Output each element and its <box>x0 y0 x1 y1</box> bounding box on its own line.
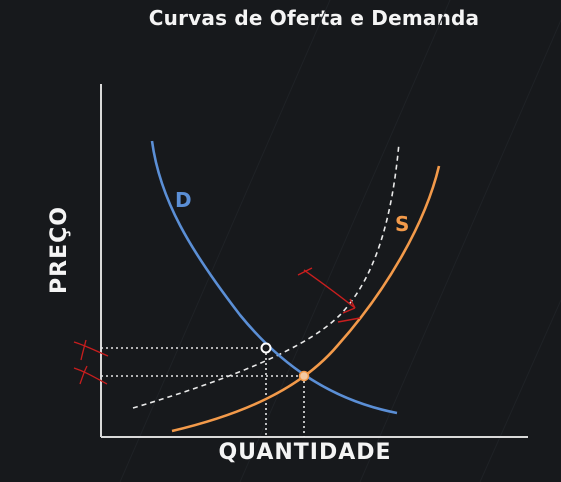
demand-curve <box>150 140 398 415</box>
equilibrium-point-original <box>298 370 310 382</box>
shift-arrow <box>297 267 361 323</box>
equilibrium-point-new <box>260 342 272 354</box>
guide-lines <box>101 347 305 437</box>
diagram-title: Curvas de Oferta e Demanda <box>148 6 480 30</box>
supply-label: S <box>395 212 410 236</box>
x-axis-label: QUANTIDADE <box>218 440 392 465</box>
demand-label: D <box>175 188 192 212</box>
supply-curve <box>171 165 441 433</box>
y-axis-label: PREÇO <box>47 206 72 294</box>
background-streaks <box>119 0 561 482</box>
shifted-supply-curve <box>132 142 400 409</box>
price-tick-marks <box>73 339 109 385</box>
